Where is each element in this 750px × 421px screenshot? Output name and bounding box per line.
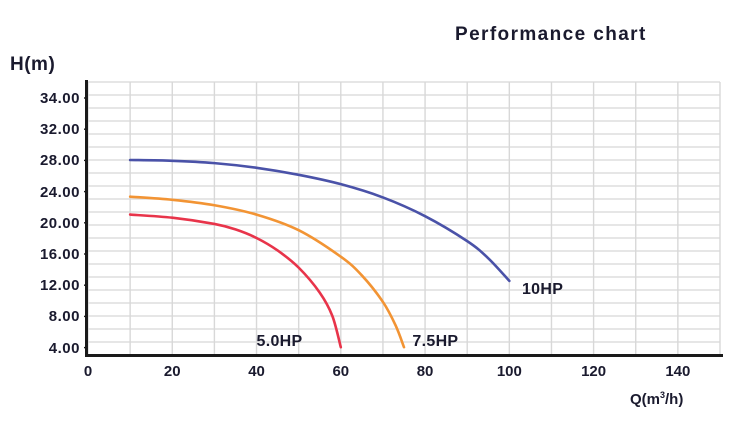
curve-label-50hp: 5.0HP [256,332,303,350]
x-tick-label: 120 [581,363,607,380]
y-axis-line [85,80,88,357]
x-tick-label: 40 [248,363,265,380]
curve-75hp [128,195,406,349]
y-axis-tick-labels: 34.00 32.00 28.00 24.00 20.00 16.00 12.00 8.00 4… [0,0,80,421]
x-tick-label: 140 [665,363,691,380]
y-tick-label: 12.00 [39,277,80,295]
x-tick-label: 100 [496,363,522,380]
x-tick-label: 60 [332,363,350,380]
y-tick-label: 32.00 [39,121,80,139]
y-tick-label: 4.00 [48,339,80,357]
curve-10hp [128,158,511,283]
y-tick-label: 24.00 [39,183,80,201]
y-tick-label: 34.00 [39,90,80,107]
y-tick-label: 16.00 [39,246,80,263]
x-axis-title: Q(m3/h) [630,390,684,408]
y-axis-title: H(m) [10,54,56,75]
curve-label-10hp: 10HP [521,281,564,299]
y-tick-label: 8.00 [48,308,80,326]
y-tick-label: 20.00 [39,214,80,232]
x-tick-label: 0 [83,363,93,380]
y-tick-label: 28.00 [39,152,80,170]
curve-50hp [128,213,343,349]
curve-label-75hp: 7.5HP [412,332,459,350]
x-axis-line [85,354,723,357]
x-tick-label: 20 [163,363,181,380]
x-tick-label: 80 [416,363,434,380]
chart-title: Performance chart [455,24,647,45]
